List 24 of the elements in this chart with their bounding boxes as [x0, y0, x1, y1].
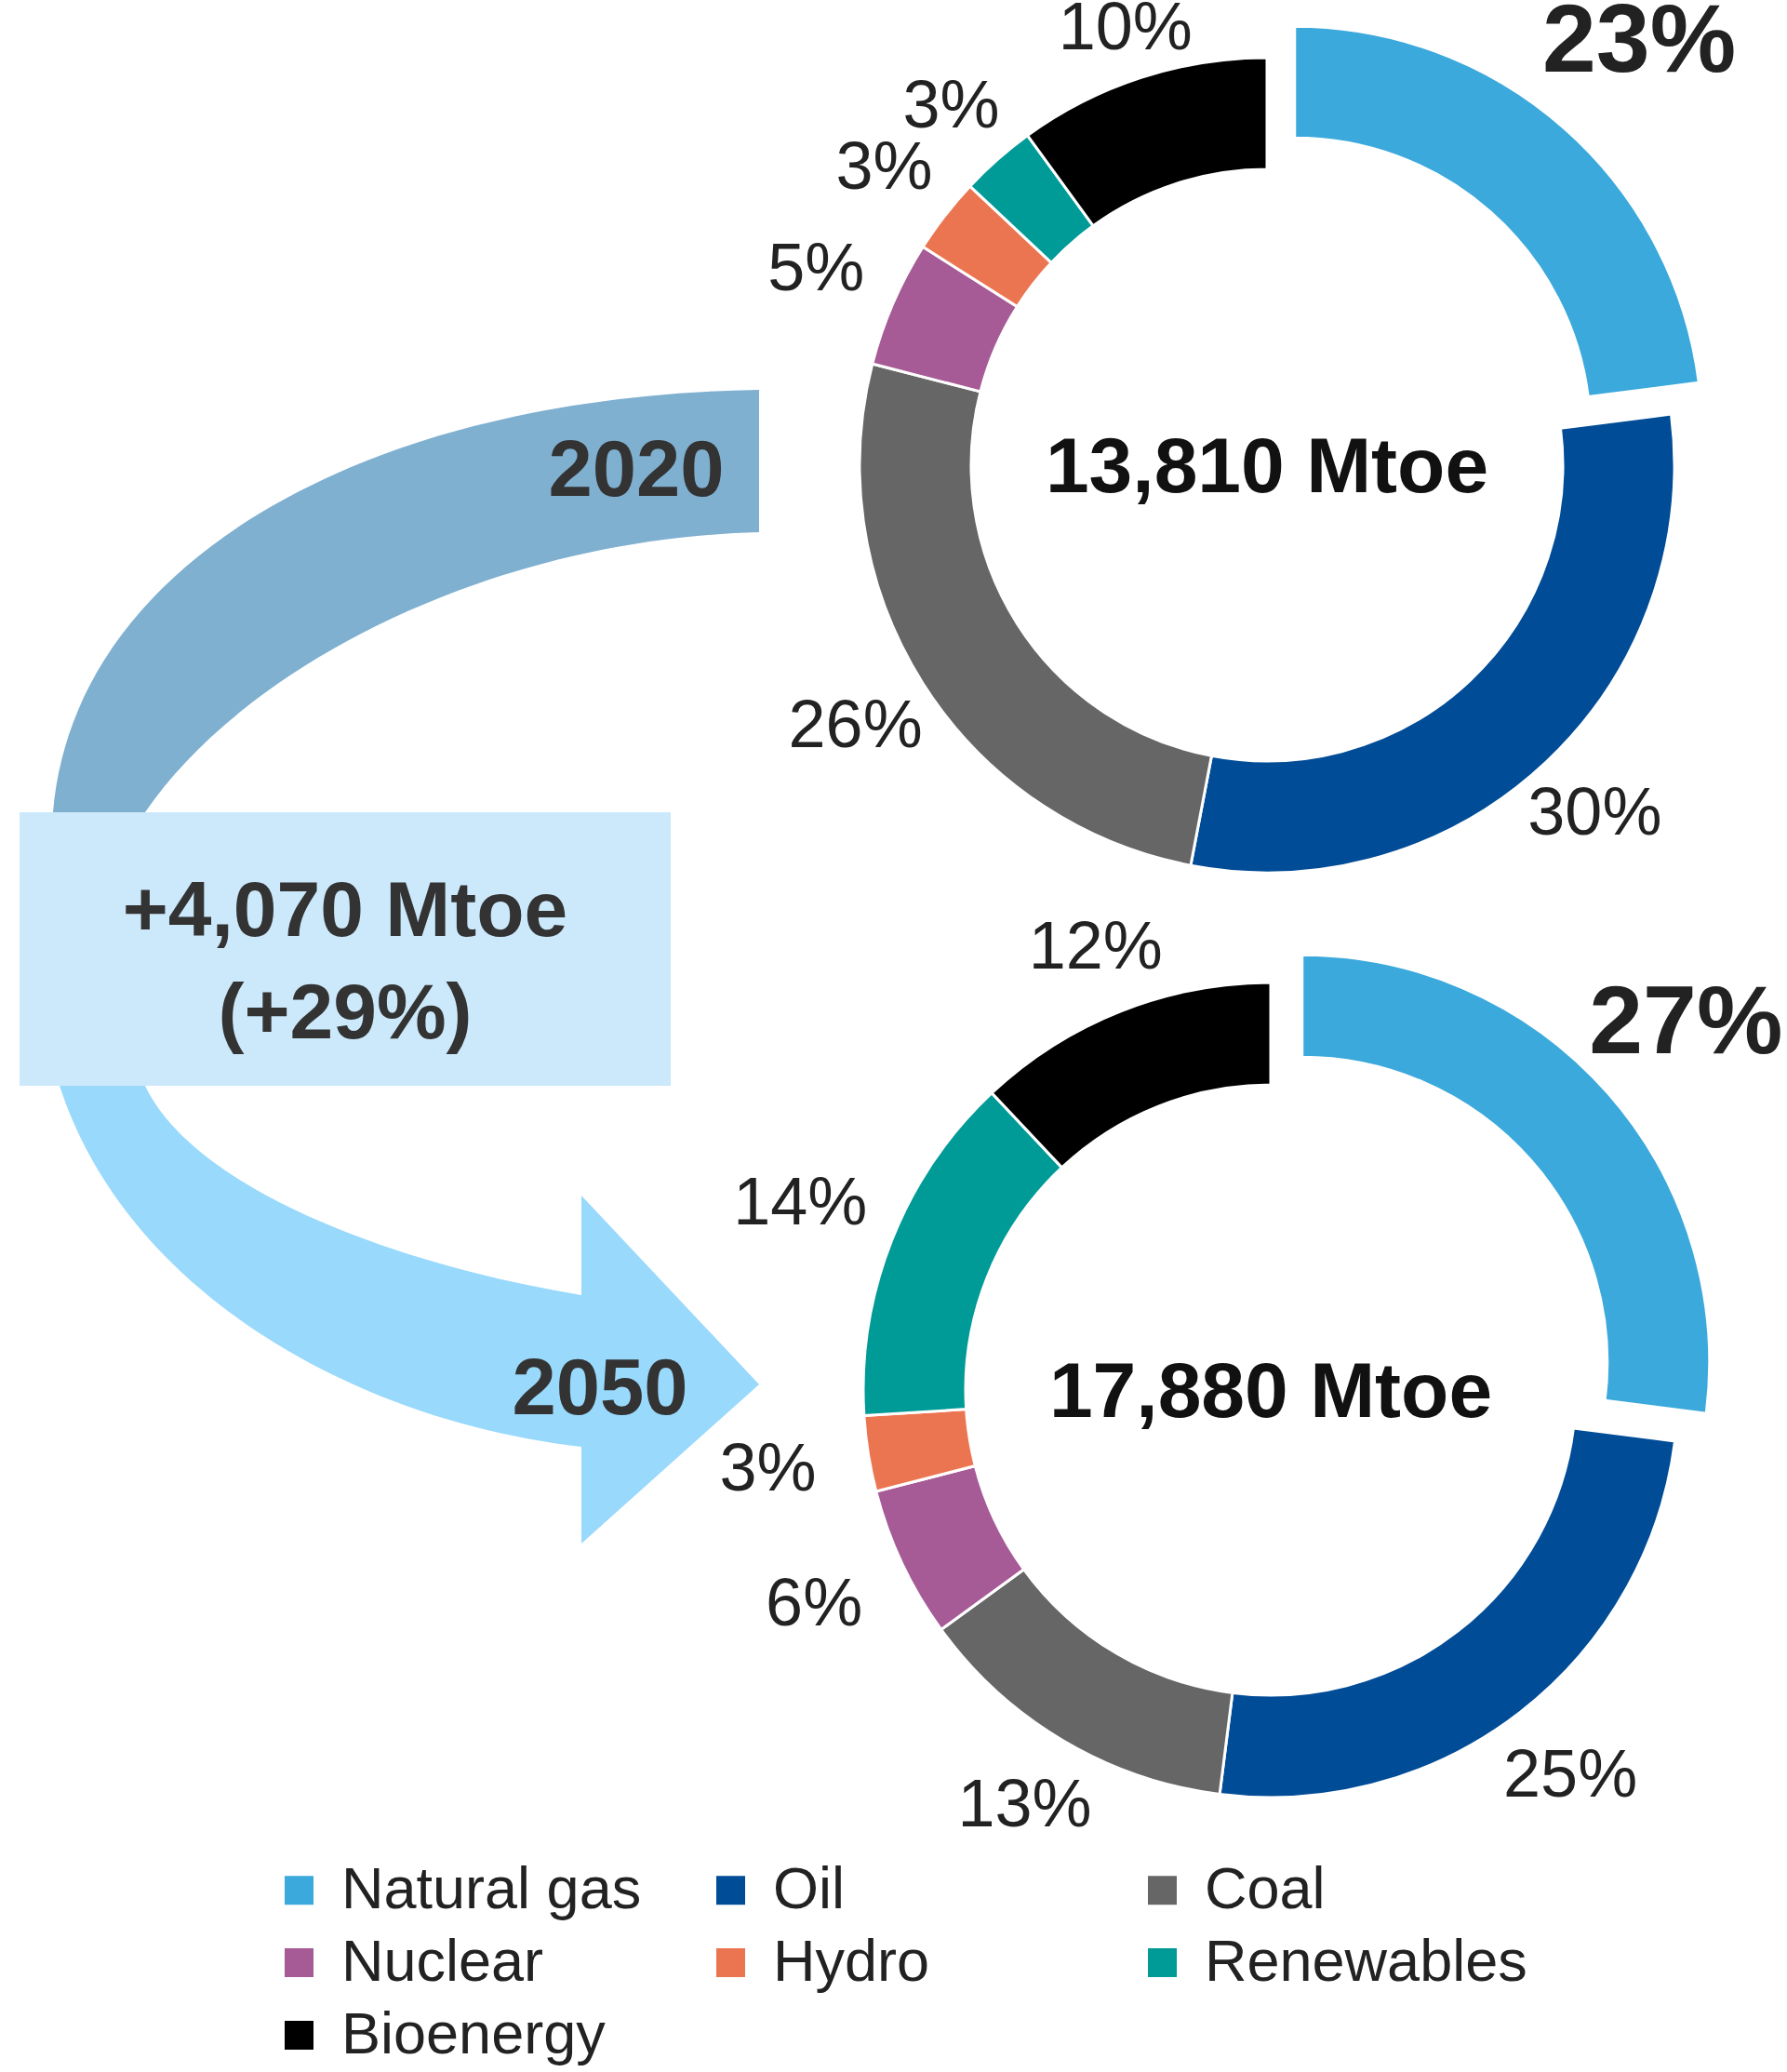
legend-label: Hydro	[773, 1927, 930, 1993]
legend-label: Coal	[1205, 1854, 1326, 1920]
data-label: 30%	[1527, 774, 1662, 849]
legend-label: Bioenergy	[341, 1999, 607, 2065]
data-label: 12%	[1028, 907, 1163, 983]
data-label: 13%	[957, 1766, 1092, 1841]
legend-label: Nuclear	[341, 1927, 544, 1993]
text: 17,880 Mtoe	[1048, 1344, 1493, 1436]
data-label: 3%	[719, 1429, 817, 1504]
data-label: 27%	[1589, 965, 1783, 1074]
data-label: 10%	[1058, 0, 1193, 64]
slice-label: 2050	[512, 1342, 688, 1433]
text: +4,070 Mtoe (+29%)	[121, 864, 569, 1057]
data-label: 14%	[733, 1163, 868, 1238]
legend-label: Natural gas	[341, 1854, 642, 1920]
legend-label: Oil	[773, 1854, 845, 1920]
text: 13,810 Mtoe	[1045, 420, 1489, 511]
data-label: 26%	[788, 686, 923, 761]
data-label: 6%	[766, 1564, 863, 1639]
legend-label: Renewables	[1205, 1927, 1527, 1993]
data-label: 5%	[767, 230, 865, 305]
data-label: 23%	[1542, 0, 1737, 93]
slice-label: 2020	[548, 423, 725, 515]
data-label: 25%	[1503, 1736, 1638, 1811]
